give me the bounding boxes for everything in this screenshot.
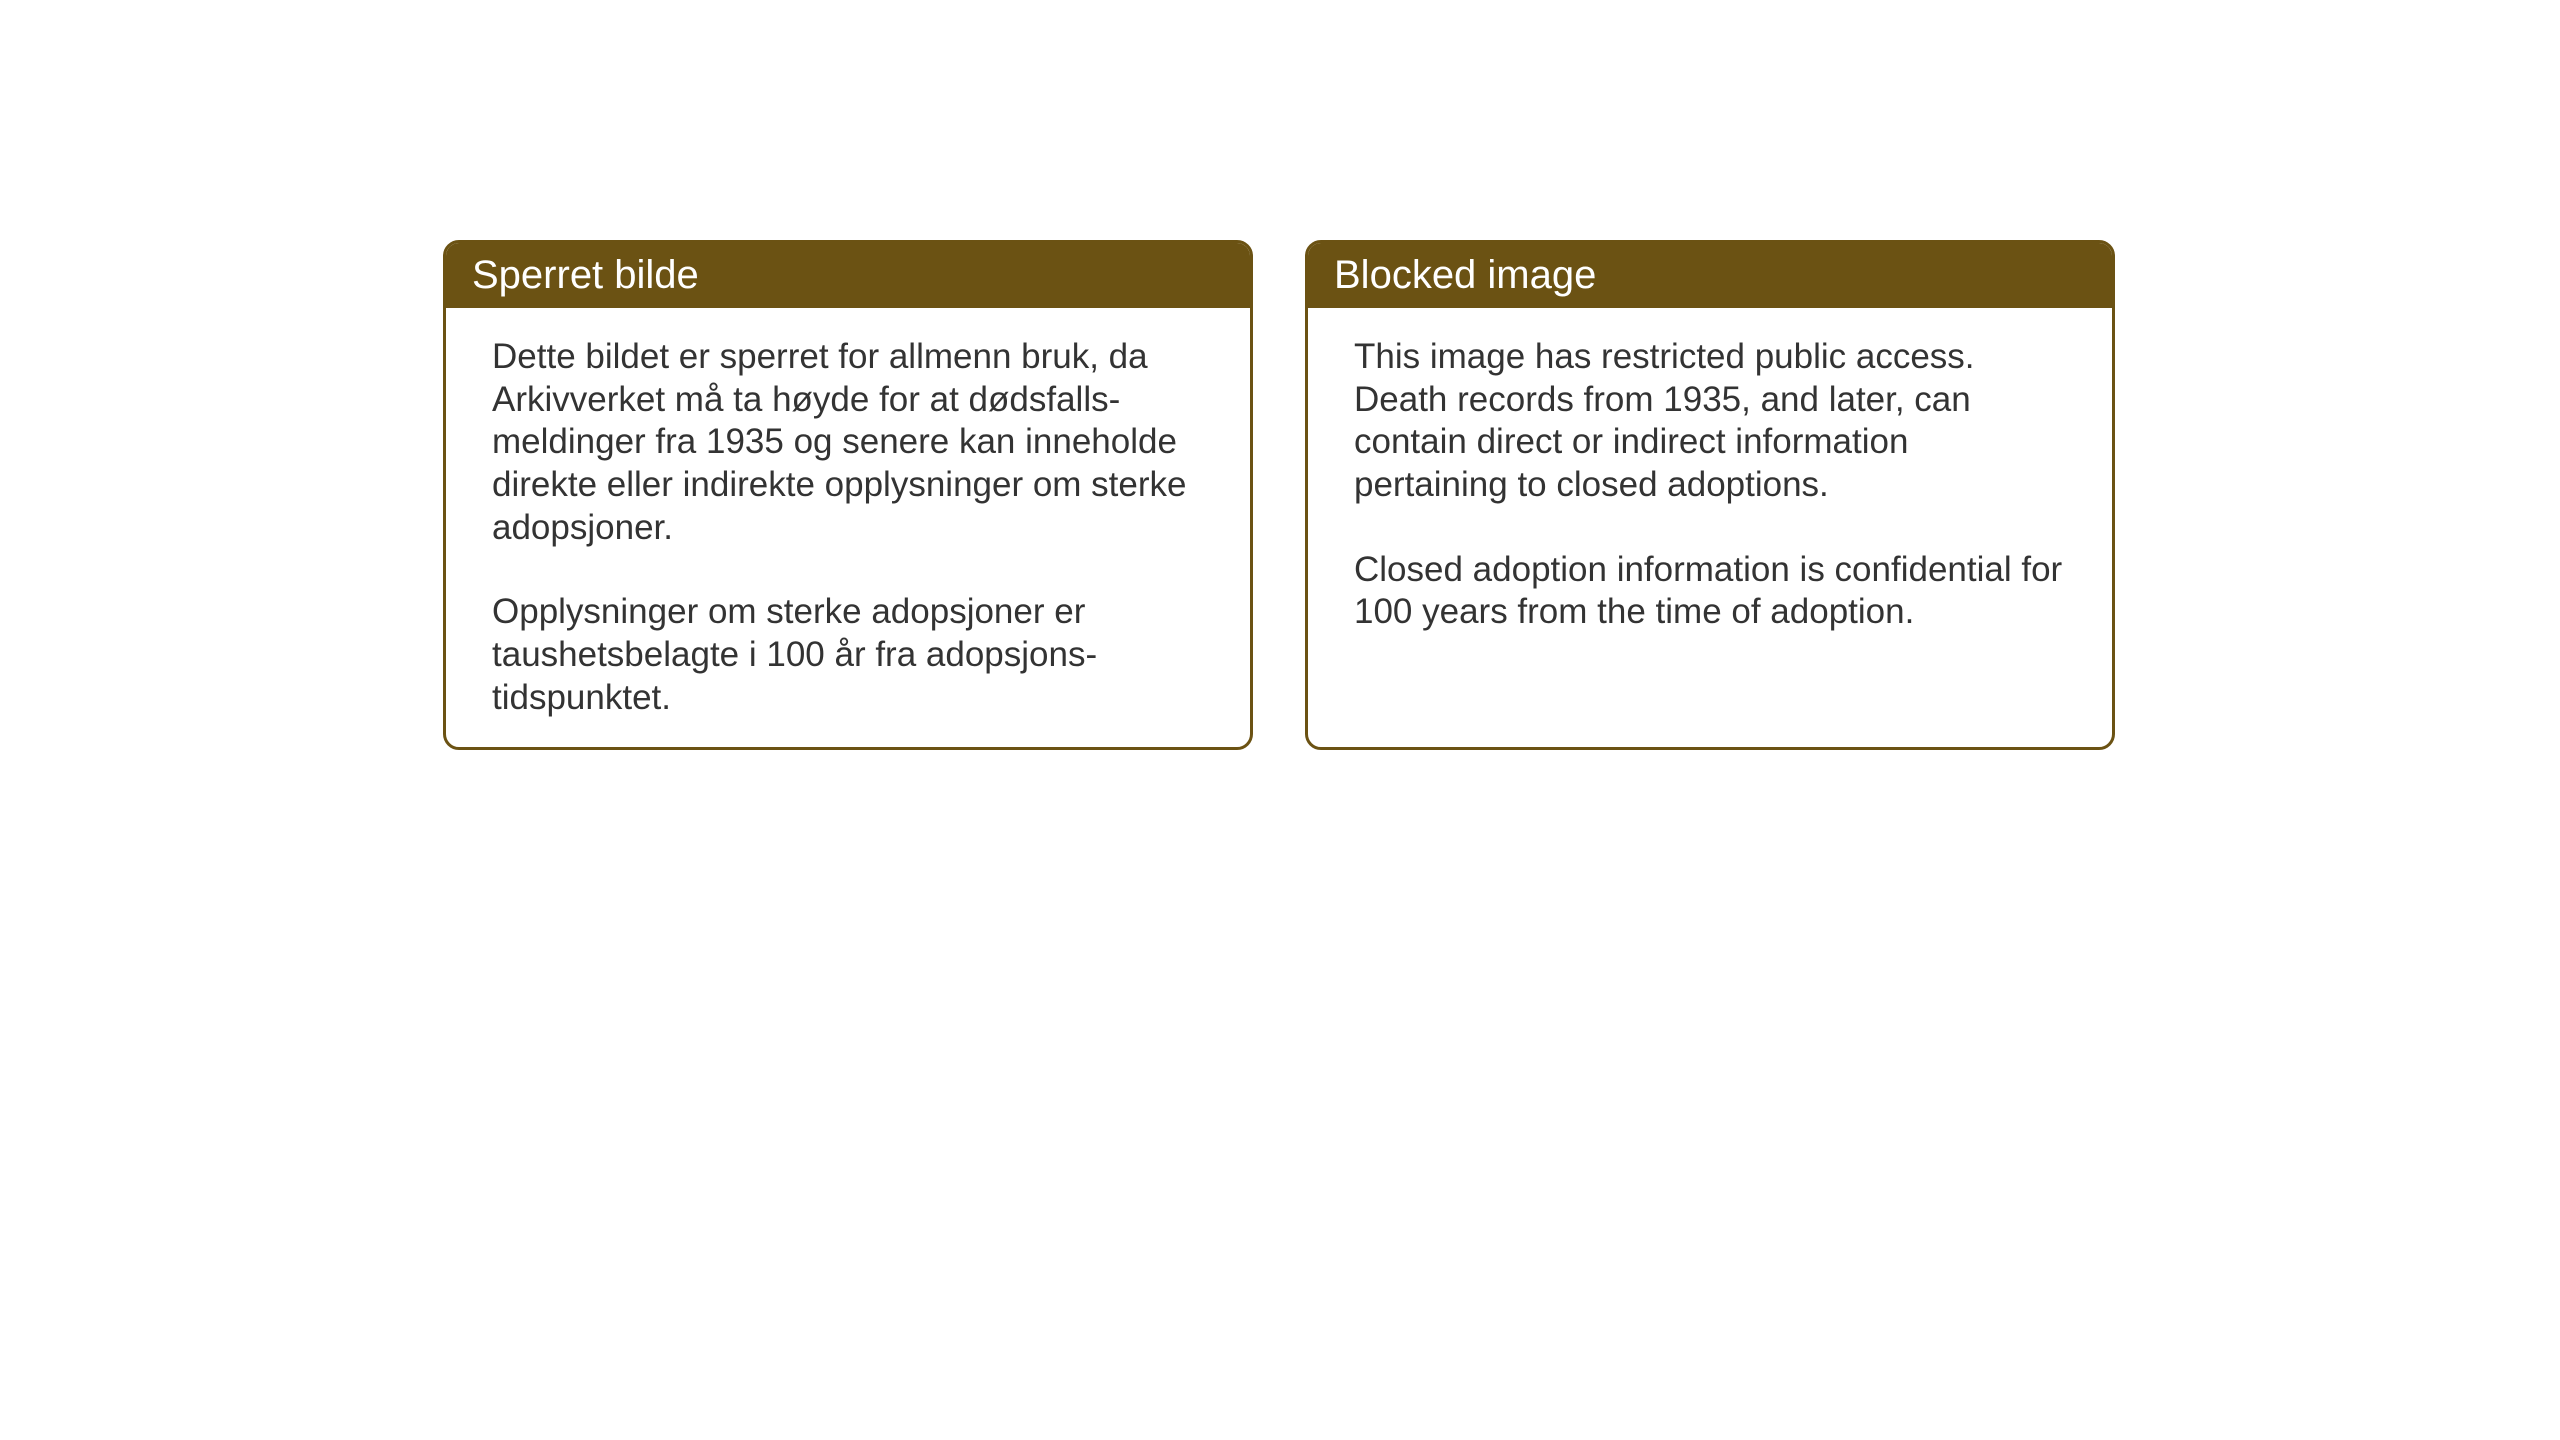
notice-paragraph: Dette bildet er sperret for allmenn bruk… [492, 336, 1204, 549]
notice-container: Sperret bilde Dette bildet er sperret fo… [443, 240, 2115, 750]
notice-header-norwegian: Sperret bilde [446, 243, 1250, 308]
notice-paragraph: This image has restricted public access.… [1354, 336, 2066, 507]
notice-header-english: Blocked image [1308, 243, 2112, 308]
notice-paragraph: Closed adoption information is confident… [1354, 549, 2066, 634]
notice-body-norwegian: Dette bildet er sperret for allmenn bruk… [446, 308, 1250, 748]
notice-body-english: This image has restricted public access.… [1308, 308, 2112, 662]
notice-box-english: Blocked image This image has restricted … [1305, 240, 2115, 750]
notice-box-norwegian: Sperret bilde Dette bildet er sperret fo… [443, 240, 1253, 750]
notice-paragraph: Opplysninger om sterke adopsjoner er tau… [492, 591, 1204, 719]
